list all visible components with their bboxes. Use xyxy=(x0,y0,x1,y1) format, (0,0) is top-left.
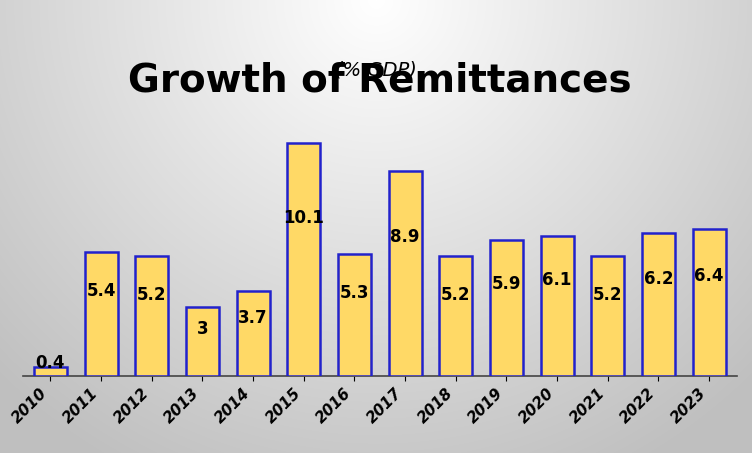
Text: 5.9: 5.9 xyxy=(492,275,521,293)
Bar xyxy=(389,171,422,376)
Text: 3.7: 3.7 xyxy=(238,309,268,327)
Text: 6.1: 6.1 xyxy=(542,271,572,289)
Bar xyxy=(439,256,472,376)
Text: 6.2: 6.2 xyxy=(644,270,673,288)
Bar xyxy=(338,254,371,376)
Bar xyxy=(642,233,675,376)
Title: Growth of Remittances: Growth of Remittances xyxy=(128,62,632,100)
Bar xyxy=(135,256,168,376)
Text: 6.4: 6.4 xyxy=(694,267,724,285)
Text: (% GDP): (% GDP) xyxy=(335,61,417,80)
Text: 3: 3 xyxy=(196,320,208,338)
Text: 0.4: 0.4 xyxy=(35,354,65,371)
Bar xyxy=(693,229,726,376)
Text: 10.1: 10.1 xyxy=(284,209,324,227)
Bar xyxy=(591,256,624,376)
Text: 5.2: 5.2 xyxy=(137,285,166,304)
Text: 5.3: 5.3 xyxy=(340,284,369,302)
Text: 5.4: 5.4 xyxy=(86,282,116,300)
Text: 8.9: 8.9 xyxy=(390,227,420,246)
Text: 5.2: 5.2 xyxy=(593,285,623,304)
Bar xyxy=(490,240,523,376)
Bar xyxy=(287,144,320,376)
Text: 5.2: 5.2 xyxy=(441,285,471,304)
Bar xyxy=(186,307,219,376)
Bar xyxy=(85,251,117,376)
Bar xyxy=(34,367,67,376)
Bar xyxy=(541,236,574,376)
Bar xyxy=(237,291,269,376)
